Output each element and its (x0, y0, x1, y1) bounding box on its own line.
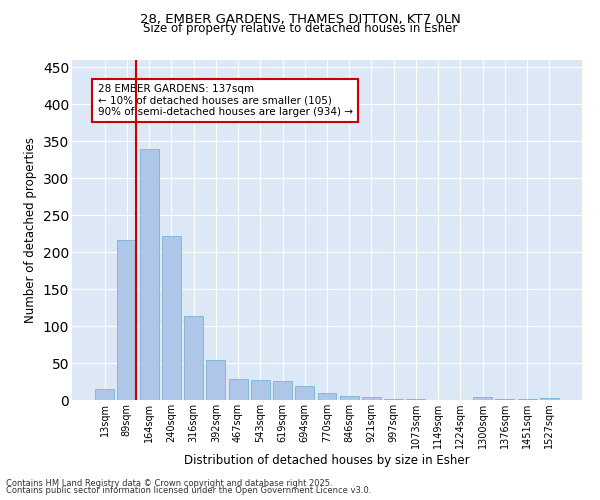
Text: Contains HM Land Registry data © Crown copyright and database right 2025.: Contains HM Land Registry data © Crown c… (6, 478, 332, 488)
X-axis label: Distribution of detached houses by size in Esher: Distribution of detached houses by size … (184, 454, 470, 467)
Bar (273, 381, 292, 400)
Bar (162, 236, 181, 400)
Y-axis label: Number of detached properties: Number of detached properties (24, 137, 37, 323)
Text: Size of property relative to detached houses in Esher: Size of property relative to detached ho… (143, 22, 457, 35)
Bar (118, 240, 136, 400)
Bar (206, 360, 225, 400)
Bar (251, 380, 270, 400)
Bar (317, 394, 337, 400)
Bar (184, 316, 203, 400)
Text: 28 EMBER GARDENS: 137sqm
← 10% of detached houses are smaller (105)
90% of semi-: 28 EMBER GARDENS: 137sqm ← 10% of detach… (97, 84, 353, 117)
Bar (229, 380, 248, 400)
Bar (362, 397, 381, 400)
Bar (295, 386, 314, 400)
Bar (95, 389, 114, 400)
Bar (340, 396, 359, 400)
Text: Contains public sector information licensed under the Open Government Licence v3: Contains public sector information licen… (6, 486, 371, 495)
Bar (473, 397, 492, 400)
Text: 28, EMBER GARDENS, THAMES DITTON, KT7 0LN: 28, EMBER GARDENS, THAMES DITTON, KT7 0L… (140, 12, 460, 26)
Bar (540, 398, 559, 400)
Bar (140, 150, 158, 400)
